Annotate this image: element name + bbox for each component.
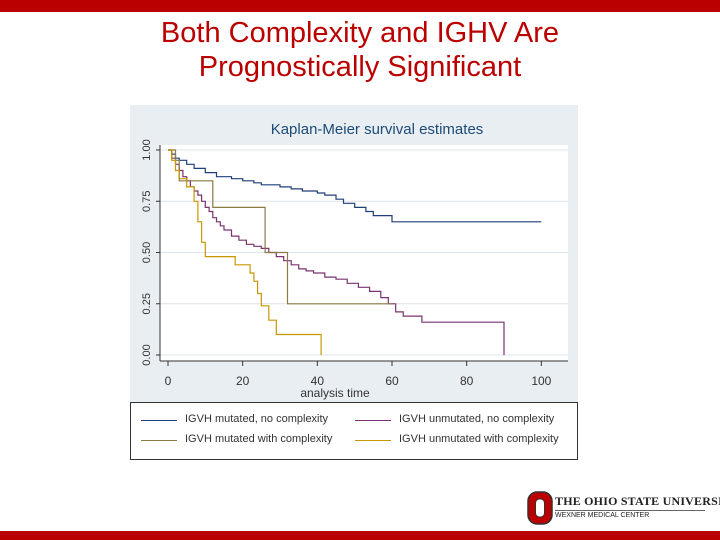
logo-divider (555, 510, 705, 511)
y-tick-label: 0.50 (141, 242, 153, 263)
slide-title: Both Complexity and IGHV Are Prognostica… (0, 16, 720, 84)
x-tick-label: 40 (311, 374, 325, 388)
legend-swatch (355, 420, 391, 421)
legend-label: IGVH mutated with complexity (185, 433, 333, 445)
legend-label: IGVH mutated, no complexity (185, 413, 329, 425)
university-logo: THE OHIO STATE UNIVERSITY WEXNER MEDICAL… (527, 490, 720, 526)
legend-swatch (141, 440, 177, 441)
x-tick-label: 0 (165, 374, 172, 388)
y-tick-label: 0.00 (141, 344, 153, 365)
legend-swatch (141, 420, 177, 421)
x-tick-label: 100 (531, 374, 551, 388)
slide-title-line1: Both Complexity and IGHV Are (160, 17, 560, 49)
slide-title-line2: Prognostically Significant (198, 51, 522, 83)
top-accent-bar (0, 0, 720, 12)
y-tick-label: 0.75 (141, 191, 153, 212)
y-tick-label: 1.00 (141, 139, 153, 160)
grid-layer (160, 149, 568, 356)
x-tick-label: 60 (385, 374, 399, 388)
axis-layer: 0.00 0.25 0.50 0.75 1.00 0 20 40 60 80 100 (141, 139, 568, 388)
chart-legend: IGVH mutated, no complexity IGVH unmutat… (130, 402, 578, 460)
university-name: THE OHIO STATE UNIVERSITY (555, 494, 720, 508)
x-tick-label: 20 (236, 374, 250, 388)
legend-swatch (355, 440, 391, 441)
block-o-icon (527, 491, 553, 525)
series-layer (168, 149, 542, 355)
y-tick-label: 0.25 (141, 293, 153, 314)
chart-title: Kaplan-Meier survival estimates (271, 121, 484, 138)
legend-label: IGVH unmutated with complexity (399, 433, 559, 445)
km-series-2 (168, 149, 392, 305)
km-series-3 (168, 149, 322, 355)
km-chart-panel: Kaplan-Meier survival estimates 0.00 0.25… (130, 105, 578, 460)
bottom-accent-bar (0, 531, 720, 540)
medical-center-name: WEXNER MEDICAL CENTER (555, 512, 650, 519)
x-tick-label: 80 (460, 374, 474, 388)
x-axis-label: analysis time (300, 386, 370, 400)
km-chart: Kaplan-Meier survival estimates 0.00 0.25… (130, 105, 578, 460)
legend-label: IGVH unmutated, no complexity (399, 413, 555, 425)
km-series-0 (168, 149, 542, 223)
